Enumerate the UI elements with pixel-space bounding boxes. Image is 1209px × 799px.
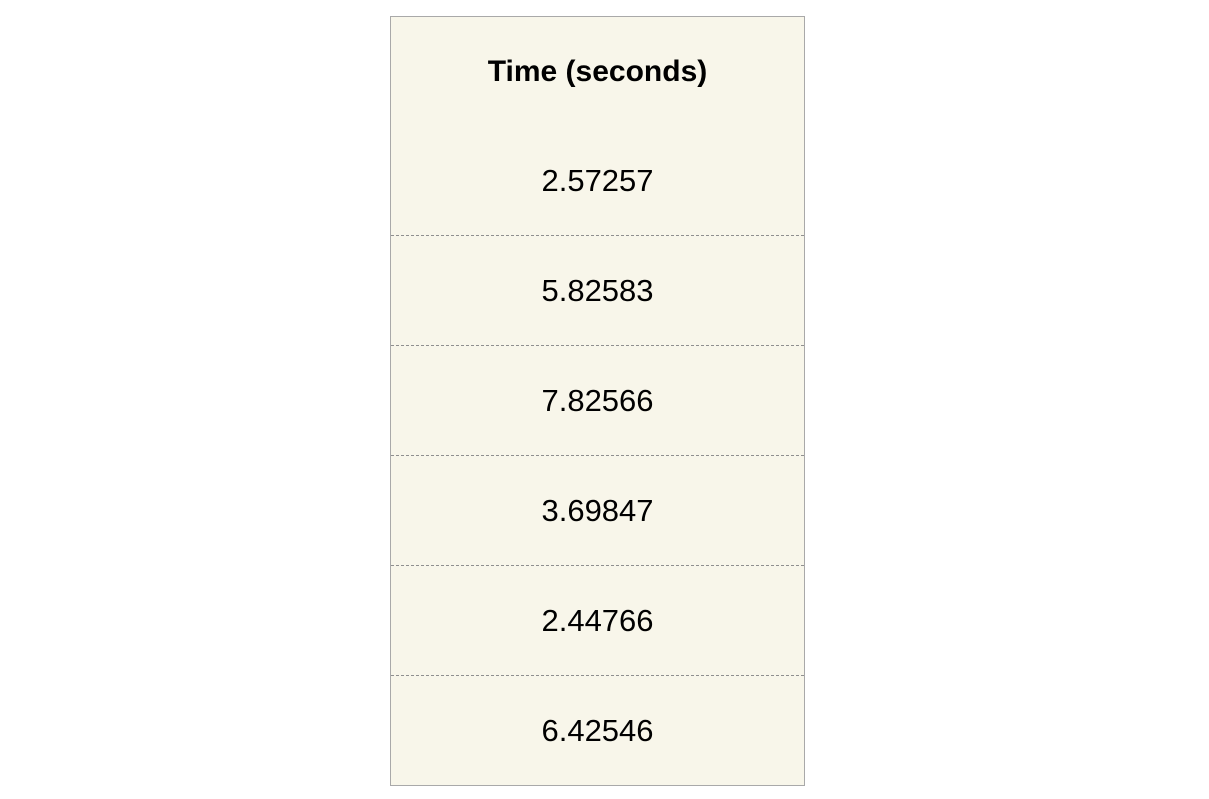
table-row: 2.44766 (391, 565, 804, 676)
table-row: 3.69847 (391, 455, 804, 566)
data-table: Time (seconds) 2.57257 5.82583 7.82566 3… (391, 17, 804, 785)
table-header: Time (seconds) (391, 17, 804, 126)
table-cell: 7.82566 (391, 345, 804, 456)
table-row: 6.42546 (391, 675, 804, 785)
header-row: Time (seconds) (391, 17, 804, 126)
table-row: 2.57257 (391, 126, 804, 236)
table-cell: 6.42546 (391, 675, 804, 785)
table-row: 5.82583 (391, 235, 804, 346)
data-table-container: Time (seconds) 2.57257 5.82583 7.82566 3… (390, 16, 805, 786)
table-cell: 2.57257 (541, 162, 654, 198)
table-cell: 2.44766 (391, 565, 804, 676)
table-body: 2.57257 5.82583 7.82566 3.69847 2.44766 … (391, 126, 804, 785)
table-cell: 5.82583 (391, 235, 804, 346)
column-header-time: Time (seconds) (487, 54, 708, 88)
table-cell: 3.69847 (391, 455, 804, 566)
table-row: 7.82566 (391, 345, 804, 456)
